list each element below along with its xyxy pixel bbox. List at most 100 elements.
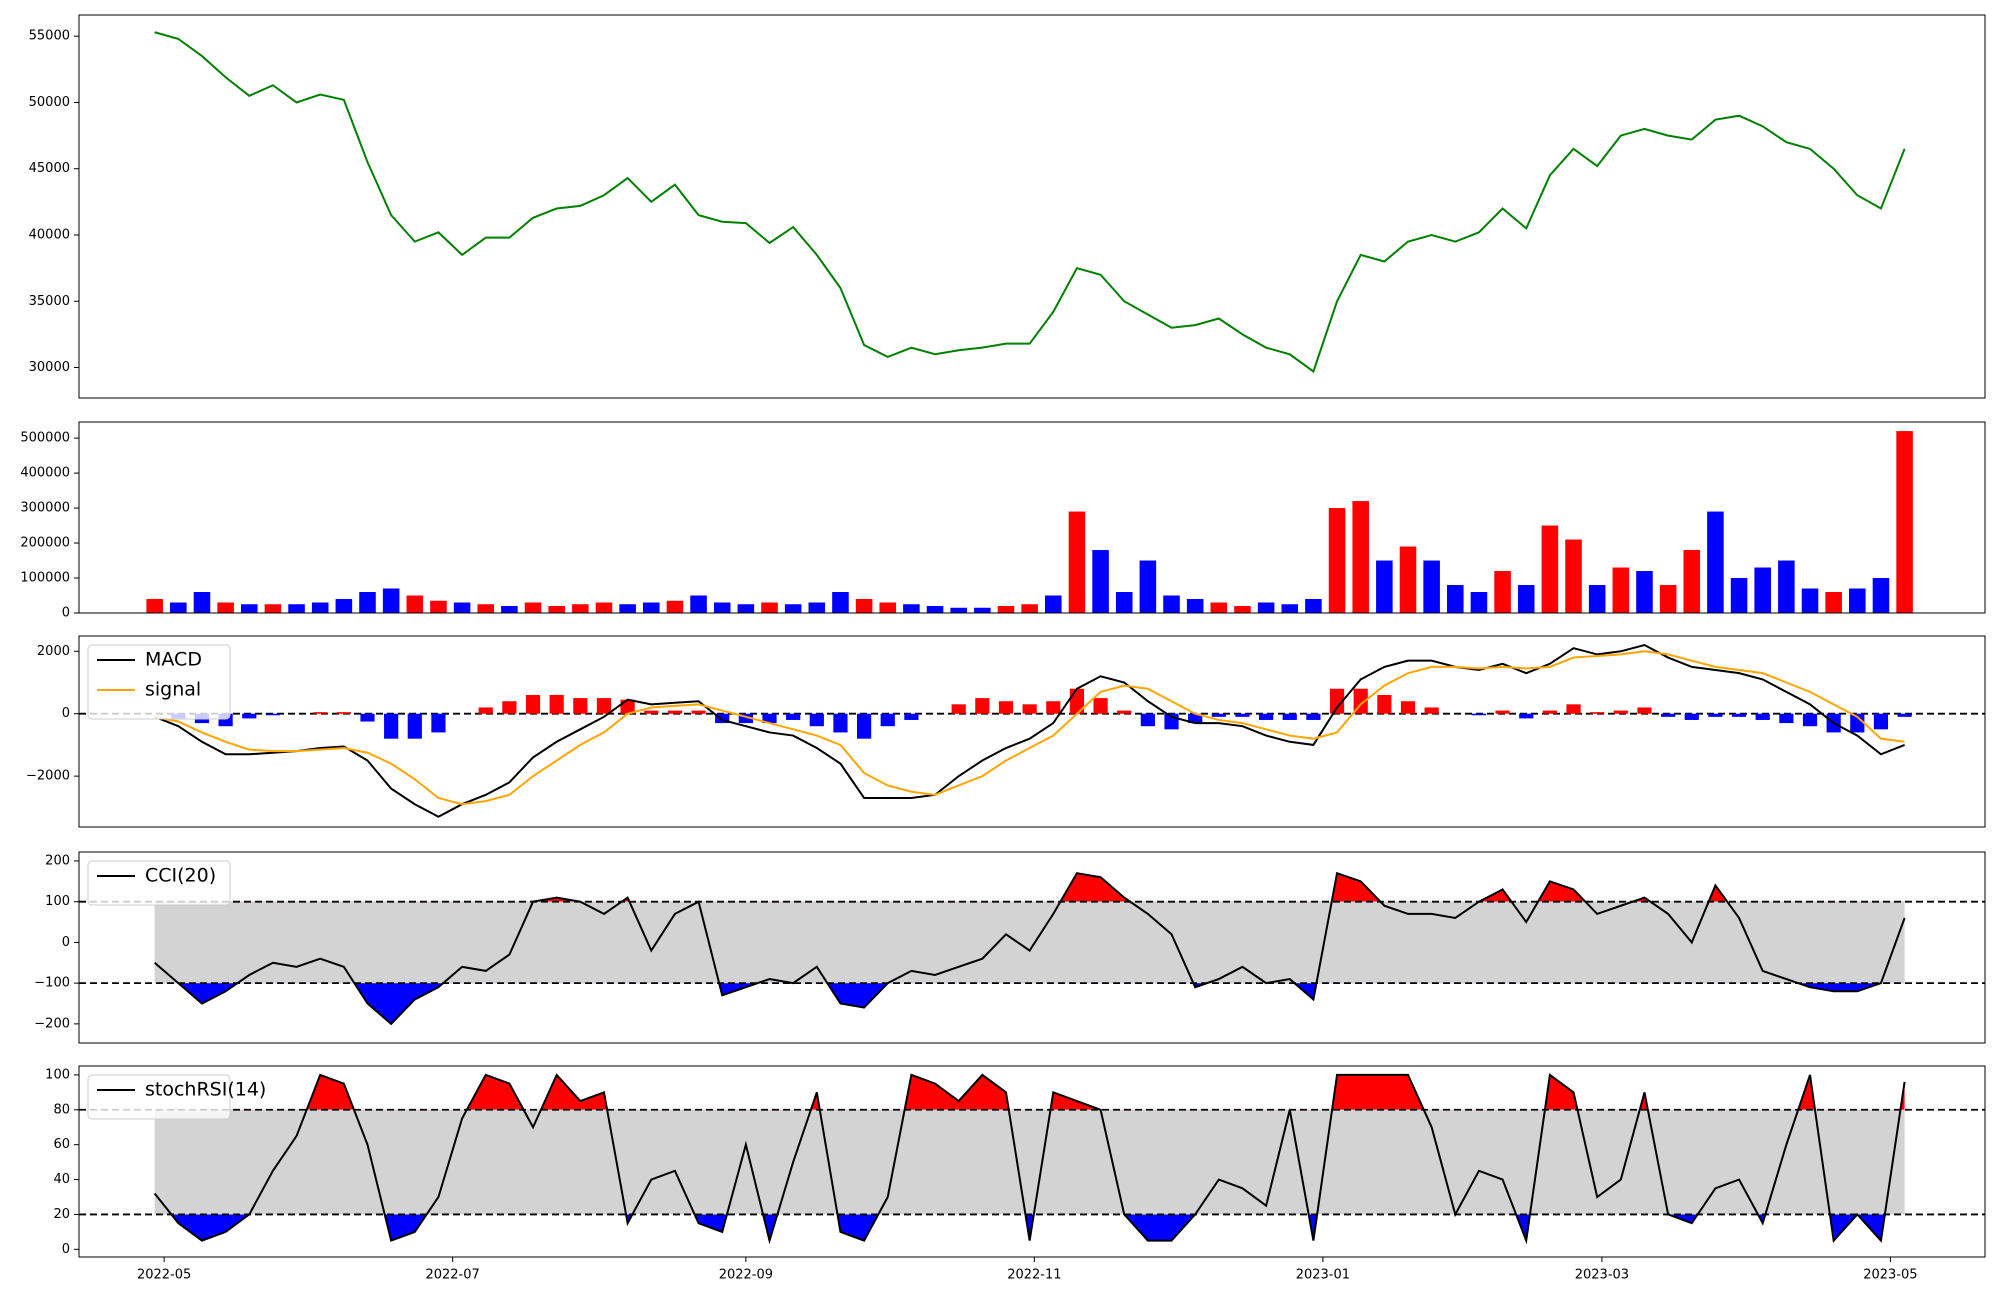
y-tick-label: 300000 bbox=[20, 501, 70, 516]
histogram-bar bbox=[1235, 713, 1250, 717]
y-tick-label: 20 bbox=[53, 1207, 70, 1222]
histogram-bar bbox=[549, 694, 564, 714]
y-tick-label: 2000 bbox=[37, 644, 70, 659]
histogram-bar bbox=[502, 701, 517, 714]
y-tick-label: 400000 bbox=[20, 466, 70, 481]
price-line bbox=[154, 31, 1906, 374]
histogram-bar bbox=[1731, 713, 1747, 717]
volume-bar bbox=[1139, 560, 1157, 613]
volume-bar bbox=[382, 588, 400, 613]
histogram-bar bbox=[857, 713, 872, 739]
volume-bar bbox=[453, 602, 471, 613]
volume-bar bbox=[1778, 560, 1795, 613]
histogram-bar bbox=[904, 713, 919, 720]
histogram-bar bbox=[1542, 710, 1557, 714]
y-tick-label: 500000 bbox=[20, 431, 70, 446]
plot-frame bbox=[78, 851, 1986, 1044]
volume-bar bbox=[406, 595, 424, 613]
histogram-bar bbox=[1684, 713, 1699, 720]
y-tick-label: 200000 bbox=[20, 536, 70, 551]
histogram-bar bbox=[1140, 713, 1155, 727]
volume-bar bbox=[974, 607, 991, 613]
volume-bar bbox=[1849, 588, 1866, 613]
histogram-bar bbox=[667, 710, 683, 714]
histogram-bar bbox=[1613, 710, 1628, 714]
histogram-bar bbox=[1471, 713, 1487, 716]
y-tick-label: 45000 bbox=[29, 161, 70, 176]
volume-bar bbox=[761, 602, 778, 613]
legend-label: MACD bbox=[145, 649, 202, 671]
y-tick-label: 0 bbox=[62, 935, 70, 950]
histogram-bar bbox=[1637, 707, 1652, 714]
y-tick-label: 0 bbox=[62, 1242, 70, 1257]
histogram-bar bbox=[1259, 713, 1274, 720]
volume-bar bbox=[1234, 606, 1251, 613]
volume-bar bbox=[832, 592, 849, 613]
histogram-bar bbox=[975, 698, 990, 714]
volume-bar bbox=[1730, 578, 1748, 613]
x-tick-label: 2023-01 bbox=[1296, 1268, 1350, 1283]
histogram-bar bbox=[1329, 688, 1345, 714]
volume-bar bbox=[572, 604, 589, 613]
histogram-bar bbox=[1802, 713, 1818, 727]
y-tick-label: 200 bbox=[45, 853, 70, 868]
x-tick-label: 2022-07 bbox=[425, 1268, 479, 1283]
volume-bar bbox=[619, 604, 636, 613]
volume-bar bbox=[1423, 560, 1440, 613]
histogram-bar bbox=[1046, 701, 1061, 714]
y-tick-label: 100000 bbox=[20, 571, 70, 586]
x-tick-label: 2023-05 bbox=[1863, 1268, 1917, 1283]
volume-bar bbox=[359, 592, 376, 613]
legend-box bbox=[87, 644, 231, 720]
histogram-bar bbox=[384, 713, 399, 739]
x-tick-label: 2022-11 bbox=[1007, 1268, 1061, 1283]
histogram-bar bbox=[336, 712, 351, 714]
histogram-bar bbox=[1424, 707, 1439, 714]
above-fill bbox=[154, 873, 1905, 902]
volume-bar bbox=[1352, 501, 1369, 613]
volume-bar bbox=[642, 602, 660, 613]
histogram-bar bbox=[1590, 712, 1605, 714]
histogram-bar bbox=[431, 713, 446, 733]
volume-bar bbox=[666, 600, 684, 613]
volume-bar bbox=[903, 604, 920, 613]
volume-bar bbox=[430, 600, 447, 613]
histogram-bar bbox=[1211, 713, 1226, 717]
volume-bar bbox=[1328, 508, 1346, 613]
histogram-bar bbox=[1661, 713, 1676, 717]
legend-box bbox=[87, 860, 231, 906]
series-line bbox=[154, 871, 1906, 1026]
volume-bar bbox=[595, 602, 613, 613]
volume-bar bbox=[193, 592, 211, 613]
volume-bar bbox=[1565, 539, 1582, 613]
volume-bar bbox=[1754, 567, 1771, 613]
volume-bar bbox=[548, 606, 565, 613]
y-tick-label: 35000 bbox=[29, 294, 70, 309]
y-tick-label: 100 bbox=[45, 1067, 70, 1082]
histogram-bar bbox=[1566, 704, 1581, 714]
volume-bar bbox=[784, 604, 802, 613]
volume-bar bbox=[240, 604, 258, 613]
histogram-bar bbox=[833, 713, 848, 733]
histogram-bar bbox=[1400, 701, 1416, 714]
volume-bar bbox=[926, 606, 944, 613]
histogram-bar bbox=[691, 710, 706, 714]
volume-bar bbox=[950, 607, 967, 613]
band bbox=[154, 1109, 1905, 1215]
histogram-bar bbox=[1708, 713, 1723, 717]
volume-bar bbox=[335, 599, 353, 613]
volume-bar bbox=[524, 602, 542, 613]
histogram-bar bbox=[644, 710, 659, 714]
y-tick-label: 40 bbox=[53, 1172, 70, 1187]
histogram-bar bbox=[1755, 713, 1770, 720]
volume-bar bbox=[311, 602, 329, 613]
volume-bar bbox=[217, 602, 234, 613]
histogram-bar bbox=[951, 704, 966, 714]
x-tick-label: 2022-05 bbox=[137, 1268, 191, 1283]
histogram-bar bbox=[596, 698, 612, 714]
y-tick-label: 0 bbox=[62, 606, 70, 621]
volume-bar bbox=[1588, 585, 1606, 613]
volume-bar bbox=[1186, 599, 1204, 613]
legend-label: signal bbox=[145, 679, 201, 701]
